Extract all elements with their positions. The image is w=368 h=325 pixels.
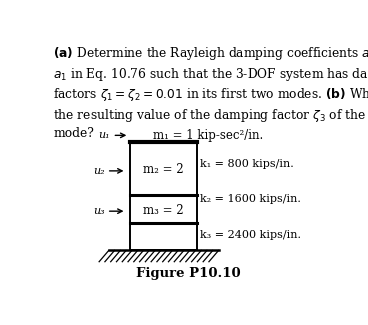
- Text: u₃: u₃: [93, 206, 105, 216]
- Text: m₁ = 1 kip-sec²/in.: m₁ = 1 kip-sec²/in.: [153, 129, 263, 142]
- Text: $a_1$ in Eq. 10.76 such that the 3-DOF system has damping: $a_1$ in Eq. 10.76 such that the 3-DOF s…: [53, 66, 368, 83]
- Text: k₁ = 800 kips/in.: k₁ = 800 kips/in.: [200, 159, 294, 169]
- Text: m₂ = 2: m₂ = 2: [143, 163, 184, 176]
- Text: k₃ = 2400 kips/in.: k₃ = 2400 kips/in.: [200, 230, 301, 240]
- Text: mode?: mode?: [53, 127, 94, 140]
- Text: the resulting value of the damping factor $\zeta_3$ of the third: the resulting value of the damping facto…: [53, 107, 368, 124]
- Bar: [130, 142, 197, 251]
- Text: k₂ = 1600 kips/in.: k₂ = 1600 kips/in.: [200, 194, 301, 204]
- Text: factors $\zeta_1 = \zeta_2 = 0.01$ in its first two modes. $\bf{(b)}$ What is: factors $\zeta_1 = \zeta_2 = 0.01$ in it…: [53, 86, 368, 103]
- Text: $\bf{(a)}$ Determine the Rayleigh damping coefficients $a_o$ and: $\bf{(a)}$ Determine the Rayleigh dampin…: [53, 45, 368, 62]
- Text: u₂: u₂: [93, 166, 105, 176]
- Text: m₃ = 2: m₃ = 2: [143, 204, 184, 217]
- Text: u₁: u₁: [99, 130, 110, 140]
- Text: Figure P10.10: Figure P10.10: [136, 267, 241, 280]
